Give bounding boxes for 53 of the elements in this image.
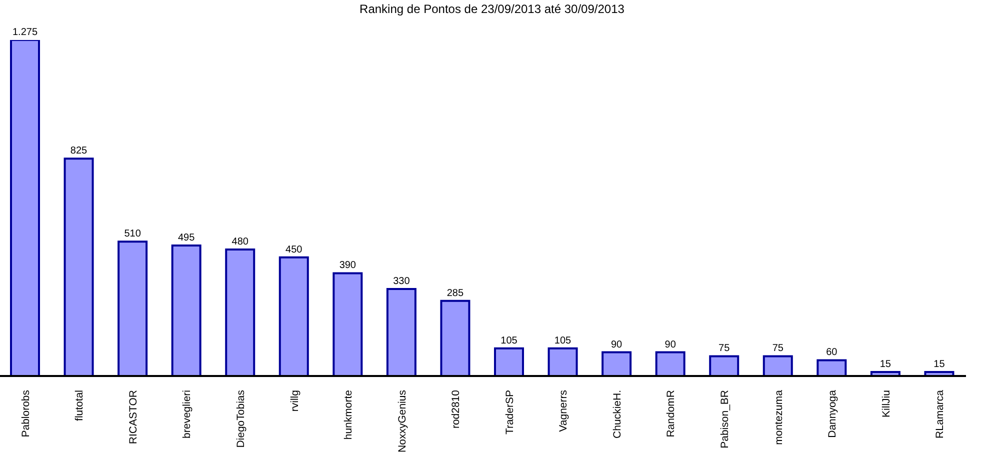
data-label: 90: [664, 339, 676, 350]
x-tick-label: RLamarca: [934, 390, 946, 438]
bar: [225, 248, 256, 376]
bar: [171, 244, 202, 376]
x-tick-label: rod2810: [450, 390, 462, 429]
data-label: 510: [124, 228, 142, 240]
bar: [655, 351, 686, 376]
x-tick-label: rvillg: [288, 390, 301, 412]
x-tick-label: Dannyoga: [826, 390, 839, 438]
bar: [386, 288, 416, 376]
data-label: 1.275: [12, 27, 38, 38]
bar: [10, 40, 40, 376]
data-label: 450: [286, 244, 303, 256]
data-label: 90: [610, 339, 623, 350]
data-label: 480: [232, 236, 249, 248]
x-tick-label: RandomR: [665, 390, 678, 438]
bar: [709, 355, 740, 376]
x-tick-label: hunkmorte: [342, 390, 355, 440]
data-label: 825: [70, 146, 88, 157]
bar: [548, 347, 578, 376]
data-label: 330: [393, 276, 410, 288]
bar: [64, 158, 94, 376]
chart-title: Ranking de Pontos de 23/09/2013 até 30/09/2013: [358, 2, 626, 18]
x-tick-label: NoxxyGenius: [396, 390, 408, 452]
data-label: 495: [178, 232, 196, 244]
data-label: 390: [339, 260, 356, 272]
x-tick-label: montezuma: [772, 390, 785, 445]
bar: [118, 240, 148, 376]
data-label: 105: [500, 335, 518, 346]
data-label: 75: [718, 343, 730, 354]
bar: [602, 351, 632, 376]
data-label: 60: [826, 347, 838, 358]
bar: [816, 359, 847, 376]
x-tick-label: DiegoTobias: [235, 390, 247, 448]
bar: [278, 256, 309, 376]
x-tick-label: RICASTOR: [127, 390, 140, 444]
x-tick-label: Vagnerrs: [558, 390, 570, 432]
bar: [440, 300, 470, 376]
x-tick-label: Pabison_BR: [719, 390, 731, 448]
data-label: 105: [554, 335, 572, 346]
data-label: 75: [772, 343, 784, 354]
data-label: 15: [934, 359, 946, 370]
x-tick-label: KillJiu: [880, 390, 892, 418]
bar: [762, 355, 793, 376]
data-label: 15: [880, 359, 892, 370]
data-label: 285: [446, 288, 464, 299]
x-tick-label: ChuckieH.: [611, 390, 624, 438]
x-tick-label: breveglieri: [181, 390, 194, 438]
bar: [332, 272, 363, 376]
x-tick-label: flutotal: [74, 390, 86, 421]
x-tick-label: TraderSP: [504, 390, 516, 435]
x-tick-label: Pablorobs: [20, 390, 32, 438]
bar: [494, 347, 524, 376]
